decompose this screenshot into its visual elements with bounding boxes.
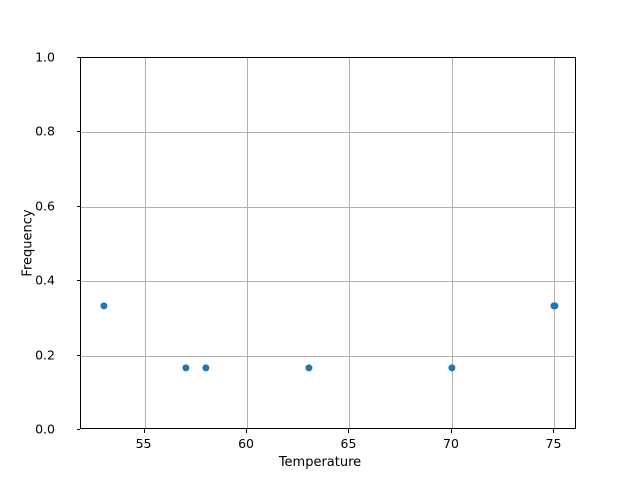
plot-axes-area — [80, 57, 576, 429]
y-tick-label: 0.6 — [35, 198, 55, 214]
x-tick-mark — [553, 429, 555, 433]
x-tick-mark — [450, 429, 452, 433]
gridline-horizontal — [81, 355, 575, 357]
gridline-vertical — [554, 58, 556, 428]
scatter-point — [181, 364, 190, 372]
y-tick-mark — [76, 280, 80, 282]
y-tick-mark — [76, 131, 80, 133]
gridline-vertical — [451, 58, 453, 428]
y-tick-mark — [76, 354, 80, 356]
x-tick-mark — [348, 429, 350, 433]
gridline-vertical — [144, 58, 146, 428]
scatter-point — [304, 364, 313, 372]
scatter-point — [202, 364, 210, 372]
x-tick-label: 55 — [135, 436, 152, 451]
gridline-vertical — [349, 58, 351, 428]
y-tick-label: 0.0 — [35, 421, 55, 437]
x-tick-mark — [246, 429, 248, 433]
y-tick-mark — [76, 205, 80, 207]
x-axis-label: Temperature — [278, 455, 362, 470]
gridline-horizontal — [81, 281, 575, 283]
y-axis-label-container: Frequency — [18, 0, 38, 480]
scatter-point — [550, 302, 559, 310]
x-tick-mark — [143, 429, 145, 433]
y-tick-mark — [76, 57, 80, 58]
gridline-horizontal — [81, 132, 575, 134]
y-tick-label: 0.4 — [35, 272, 55, 288]
y-tick-label: 0.8 — [35, 123, 55, 139]
x-tick-label: 75 — [545, 436, 562, 451]
y-tick-label: 1.0 — [35, 49, 55, 65]
x-tick-label: 60 — [238, 436, 254, 451]
x-tick-label: 70 — [443, 436, 459, 451]
y-tick-label: 0.2 — [35, 347, 55, 363]
scatter-point — [448, 364, 456, 372]
gridline-horizontal — [81, 206, 575, 208]
scatter-point — [99, 302, 108, 310]
y-tick-mark — [76, 429, 80, 430]
y-axis-label: Frequency — [20, 209, 36, 277]
gridline-vertical — [247, 58, 249, 428]
x-tick-label: 65 — [340, 436, 357, 451]
